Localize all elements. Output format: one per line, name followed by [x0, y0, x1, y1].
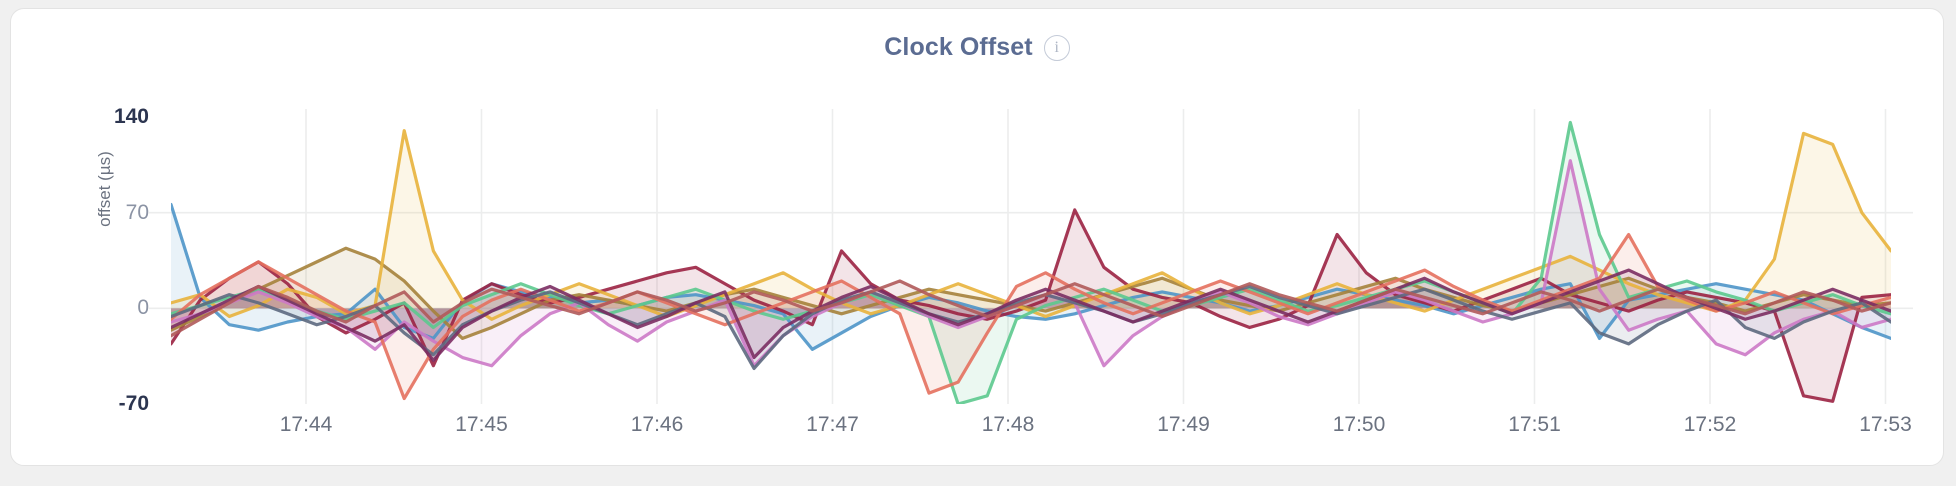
clock-offset-line-chart — [149, 109, 1913, 404]
series-area — [171, 209, 1891, 402]
y-axis-tick-label: 0 — [137, 296, 149, 320]
series-area — [171, 160, 1891, 366]
page-title: Clock Offset — [884, 33, 1033, 61]
x-axis-tick-label: 17:50 — [1332, 413, 1386, 436]
series-line[interactable] — [171, 232, 1891, 401]
x-axis-tick-label: 17:51 — [1508, 413, 1561, 436]
chart-area: offset (µs) 140 70 0 -70 17:44 17:45 17:46 17:… — [11, 9, 1943, 465]
x-axis-tick-label: 17:53 — [1859, 413, 1912, 436]
series-area — [171, 122, 1891, 404]
x-axis-tick-label: 17:44 — [279, 413, 333, 436]
series-line[interactable] — [171, 279, 1891, 338]
info-icon-letter: i — [1054, 38, 1059, 56]
series-area — [171, 248, 1891, 339]
info-icon[interactable]: i — [1043, 34, 1070, 61]
series-line[interactable] — [171, 120, 1891, 404]
x-axis-tick-label: 17:49 — [1157, 413, 1210, 436]
y-axis-ticks: 140 70 0 -70 — [71, 9, 149, 465]
clock-offset-card: Clock Offset i offset (µs) 140 70 0 -70 17:… — [10, 8, 1944, 466]
y-axis-tick-label: -70 — [118, 392, 149, 415]
x-axis-tick-label: 17:48 — [981, 413, 1035, 436]
x-axis-tick-label: 17:45 — [455, 413, 508, 436]
x-axis-tick-label: 17:46 — [630, 413, 684, 436]
x-axis-tick-label: 17:52 — [1683, 413, 1737, 436]
y-axis-tick-label: 140 — [113, 105, 149, 128]
series-group — [171, 120, 1891, 404]
series-line[interactable] — [171, 268, 1891, 362]
y-axis-tick-label: 70 — [125, 200, 149, 224]
x-axis-tick-label: 17:47 — [806, 413, 859, 436]
card-header: Clock Offset i — [11, 33, 1943, 62]
